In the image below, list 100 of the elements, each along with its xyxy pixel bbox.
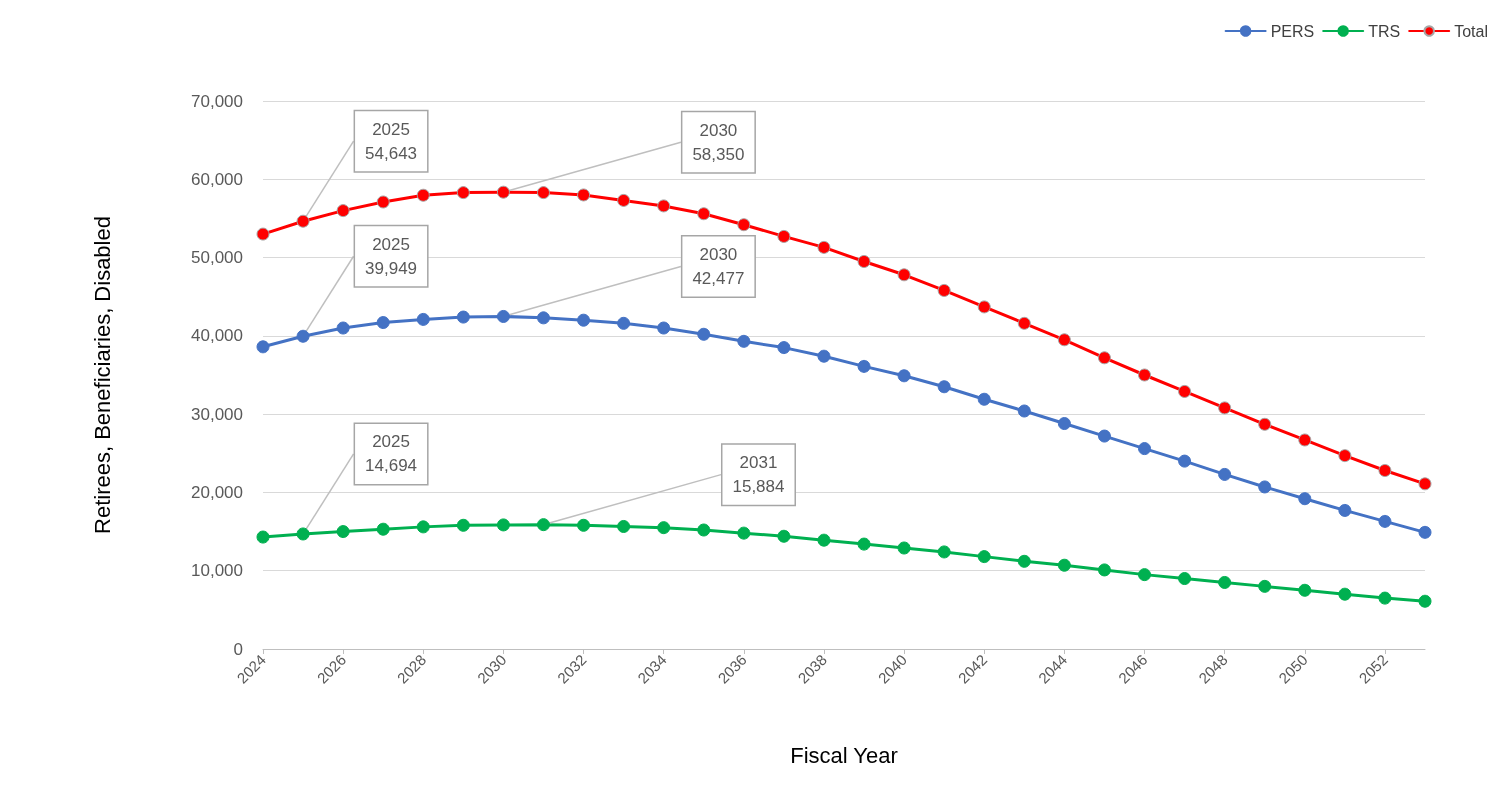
point [977,392,991,406]
point [256,340,270,354]
x-axis-title: Fiscal Year [790,742,898,768]
point [777,341,791,355]
point [1418,477,1432,491]
point [1218,401,1232,415]
point [1298,583,1312,597]
y-tick-label: 30,000 [191,404,243,424]
point [897,541,911,555]
point [1298,433,1312,447]
point [256,530,270,544]
point [296,329,310,343]
point [1258,579,1272,593]
point [617,316,631,330]
point [1378,514,1392,528]
y-tick-label: 0 [233,639,243,659]
point [937,545,951,559]
point [456,310,470,324]
point [1138,442,1152,456]
point [1138,568,1152,582]
point [496,309,510,323]
y-tick-label: 10,000 [191,561,243,581]
point [537,518,550,532]
point [496,185,510,199]
point [1178,572,1192,586]
point [737,526,751,540]
point [977,550,991,564]
point [1057,558,1071,572]
point [617,519,631,533]
point [657,199,671,213]
y-tick-label: 60,000 [191,169,243,189]
point [456,186,470,200]
point [897,268,911,282]
point [937,380,951,394]
point [416,188,430,202]
point [697,327,711,341]
point [1418,525,1432,539]
point [977,300,991,314]
point [336,525,350,539]
point [416,520,430,534]
point [1057,333,1071,347]
point [777,229,791,243]
point [376,522,390,536]
point [617,193,631,207]
point [777,529,791,543]
point [817,349,831,363]
point [1097,429,1111,443]
point [1057,417,1071,431]
point [577,518,591,532]
point [537,186,550,200]
point [657,321,671,335]
y-axis-title: Retirees, Beneficiaries, Disabled [89,216,115,534]
annotation: 2025 39,949 [365,234,418,278]
point [1017,316,1031,330]
point [1378,464,1392,478]
y-tick-label: 20,000 [191,482,243,502]
point [1298,492,1312,506]
point [256,227,270,241]
point [697,207,711,221]
point [817,240,831,254]
point [296,527,310,541]
point [697,523,711,537]
point [1178,384,1192,398]
point [1218,575,1232,589]
point [1338,449,1352,463]
legend-label: TRS [1368,22,1401,40]
y-tick-label: 50,000 [191,248,243,268]
point [857,254,871,268]
point [1258,480,1272,494]
annotation: 2031 15,884 [732,453,785,497]
legend-label: Total [1454,22,1488,40]
point [1097,563,1111,577]
point [336,321,350,335]
point [817,533,831,547]
point [657,521,671,535]
annotation: 2025 54,643 [365,119,418,163]
point [376,195,390,209]
point [1378,591,1392,605]
point [296,214,310,228]
point [1258,417,1272,431]
y-tick-label: 40,000 [191,326,243,346]
point [577,188,591,202]
point [737,218,751,232]
point [1097,351,1111,365]
point [376,316,390,330]
point [416,312,430,326]
point [1338,503,1352,517]
legend-label: PERS [1270,22,1315,40]
annotation: 2025 14,694 [365,432,418,476]
annotation: 2030 42,477 [692,244,745,288]
point [1178,454,1192,468]
point [737,334,751,348]
point [577,313,591,327]
point [1218,467,1232,481]
point [897,369,911,383]
point [857,537,871,551]
point [1138,368,1152,382]
point [857,359,871,373]
point [1017,404,1031,418]
point [456,518,470,532]
